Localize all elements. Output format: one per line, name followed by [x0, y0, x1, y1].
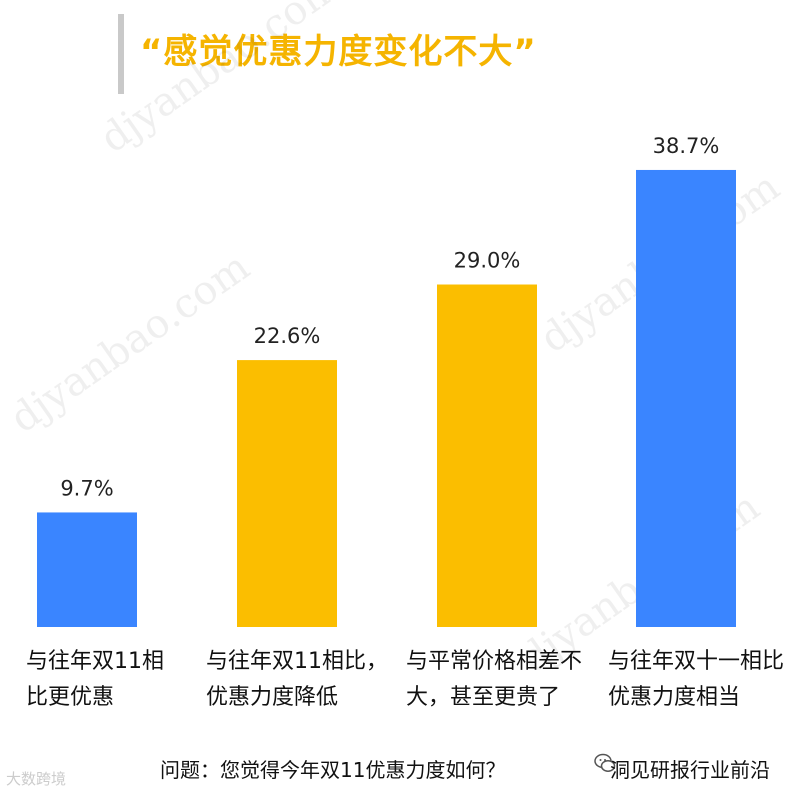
survey-question: 问题：您觉得今年双11优惠力度如何？: [160, 758, 506, 782]
bar: [636, 169, 736, 627]
chart-title: “感觉优惠力度变化不大”: [140, 32, 537, 72]
category-label: 与往年双11相比更优惠: [26, 649, 164, 710]
bar: [437, 284, 537, 627]
value-label: 29.0%: [454, 249, 521, 273]
bar: [37, 512, 137, 627]
value-label: 22.6%: [254, 324, 321, 348]
bar-chart: 9.7% 22.6% 29.0% 38.7%: [37, 134, 736, 627]
category-label: 与往年双11相比，优惠力度降低: [206, 649, 388, 710]
category-label: 与往年双十一相比优惠力度相当: [608, 649, 785, 710]
logo: 大数跨境: [6, 770, 67, 788]
value-label: 38.7%: [653, 134, 720, 158]
value-label: 9.7%: [60, 476, 113, 500]
wechat-icon: [594, 753, 616, 772]
category-label: 与平常价格相差不大，甚至更贵了: [406, 649, 583, 710]
source-label: 洞见研报行业前沿: [610, 758, 770, 782]
bar: [237, 360, 337, 627]
title-accent-bar: [118, 14, 124, 94]
